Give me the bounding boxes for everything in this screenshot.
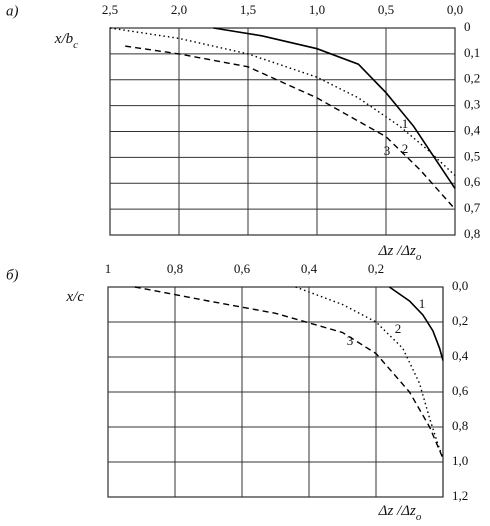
curve [213, 27, 456, 189]
y-tick-label: 0,8 [464, 226, 480, 241]
y-axis-label-main: x/c [66, 289, 85, 305]
panel-label: б) [6, 267, 19, 283]
y-tick-label: 0 [464, 19, 471, 34]
y-tick-label: 0,2 [452, 313, 468, 328]
curve [109, 27, 456, 177]
curve-label: 2 [402, 141, 409, 156]
curve-label: 1 [419, 296, 426, 311]
x-axis-label-sub: o [416, 511, 422, 523]
curve [125, 45, 456, 210]
x-tick-label: 2,0 [171, 2, 187, 17]
panel-label: а) [6, 3, 19, 19]
y-tick-label: 0,3 [464, 97, 480, 112]
y-tick-label: 0,4 [452, 348, 469, 363]
x-tick-label: 0,5 [378, 2, 394, 17]
x-tick-label: 0,6 [234, 261, 251, 276]
y-tick-label: 0,8 [452, 418, 468, 433]
y-tick-label: 1,0 [452, 453, 468, 468]
x-tick-label: 1,0 [309, 2, 325, 17]
y-axis-label-sub: c [73, 39, 78, 51]
curve [388, 286, 444, 361]
x-tick-label: 2,5 [102, 2, 118, 17]
x-tick-label: 0,4 [301, 261, 318, 276]
x-tick-label: 0,8 [167, 261, 183, 276]
y-axis-label: x/bc [54, 31, 78, 50]
y-tick-label: 0,4 [464, 122, 481, 137]
x-axis-label: Δz /Δzo [378, 243, 422, 262]
y-tick-label: 0,2 [464, 71, 480, 86]
y-tick-label: 1,2 [452, 488, 468, 503]
curve [295, 286, 444, 459]
curve-label: 2 [395, 321, 402, 336]
y-tick-label: 0,6 [464, 174, 481, 189]
x-tick-label: 0,2 [368, 261, 384, 276]
y-axis-label: x/c [66, 289, 85, 305]
x-tick-label: 1 [105, 261, 112, 276]
curve [134, 286, 444, 459]
curve-label: 1 [402, 116, 409, 131]
curve-label: 3 [384, 143, 391, 158]
x-axis-label: Δz /Δzo [378, 503, 422, 522]
y-axis-label-main: x/b [54, 31, 74, 47]
y-tick-label: 0,7 [464, 200, 481, 215]
y-tick-label: 0,1 [464, 45, 480, 60]
y-tick-label: 0,6 [452, 383, 469, 398]
y-tick-label: 0,0 [452, 278, 468, 293]
curve-label: 3 [347, 333, 354, 348]
x-axis-label-main: Δz /Δz [378, 503, 416, 519]
x-tick-label: 1,5 [240, 2, 256, 17]
x-axis-label-sub: o [416, 251, 422, 263]
x-axis-label-main: Δz /Δz [378, 243, 416, 259]
x-tick-label: 0,0 [447, 2, 463, 17]
y-tick-label: 0,5 [464, 148, 480, 163]
